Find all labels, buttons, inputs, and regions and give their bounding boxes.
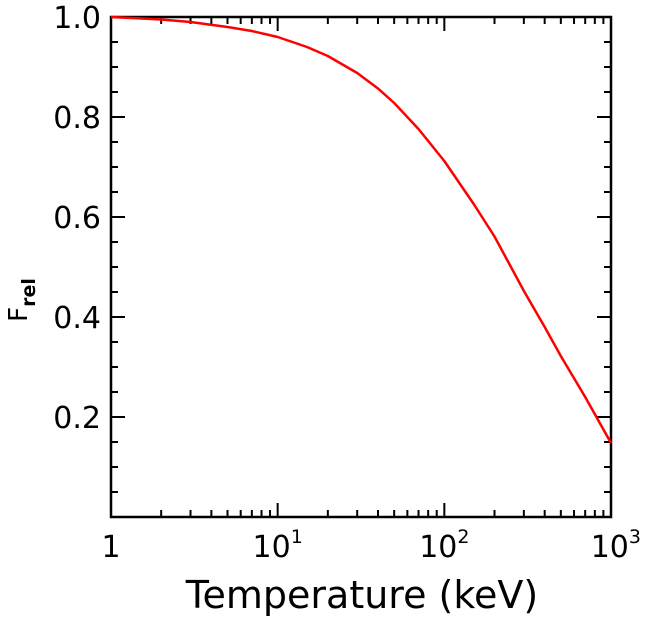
x-tick-label: 102 [419,526,469,565]
svg-text:Frel: Frel [4,278,40,322]
x-tick-label: 1 [101,530,120,565]
y-axis-title: Frel [4,278,40,322]
y-tick-label: 0.6 [53,201,101,236]
y-tick-label: 0.8 [53,101,101,136]
plot-area: 1 101 102 103 0.2 0.4 0.6 0.8 1.0 [53,1,641,565]
series-line [110,15,613,444]
y-axis-title-subscript: rel [18,278,40,307]
x-tick-label: 101 [253,526,303,565]
y-tick-label: 0.4 [53,301,101,336]
x-axis-title: Temperature (keV) [185,573,538,617]
y-axis-title-main: F [4,307,34,322]
x-tick-label: 103 [591,526,641,565]
y-tick-label: 0.2 [53,401,101,436]
y-tick-label: 1.0 [53,1,101,36]
plot-frame [109,15,613,519]
